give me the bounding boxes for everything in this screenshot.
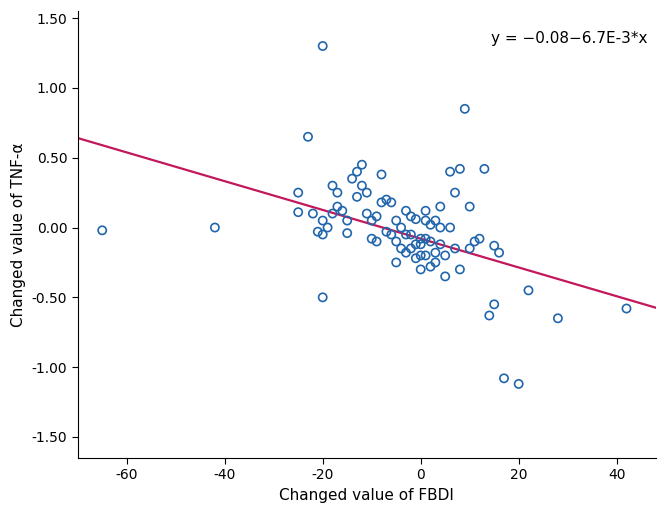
Point xyxy=(386,198,397,207)
Point xyxy=(460,105,470,113)
Point xyxy=(396,244,406,252)
Point xyxy=(470,237,480,246)
X-axis label: Changed value of FBDI: Changed value of FBDI xyxy=(279,488,454,503)
Point xyxy=(317,293,328,301)
Point xyxy=(435,224,446,232)
Point xyxy=(435,240,446,248)
Point xyxy=(410,240,421,248)
Point xyxy=(420,251,431,260)
Point xyxy=(435,203,446,211)
Point xyxy=(499,374,510,382)
Point xyxy=(430,249,441,257)
Point xyxy=(327,181,338,190)
Point xyxy=(303,133,313,141)
Point xyxy=(342,229,353,237)
Point xyxy=(416,234,426,243)
Point xyxy=(416,251,426,260)
Point xyxy=(332,189,343,197)
Point xyxy=(342,216,353,225)
Point xyxy=(454,265,465,273)
Point xyxy=(454,165,465,173)
Point xyxy=(410,254,421,262)
Point xyxy=(372,212,382,221)
Point xyxy=(401,249,412,257)
Point xyxy=(317,216,328,225)
Point xyxy=(514,380,524,388)
Text: y = −0.08−6.7E-3*x: y = −0.08−6.7E-3*x xyxy=(491,31,647,46)
Point xyxy=(381,195,392,204)
Point xyxy=(97,226,107,234)
Point xyxy=(376,198,387,207)
Point xyxy=(366,234,377,243)
Point xyxy=(372,237,382,246)
Point xyxy=(312,228,323,236)
Point xyxy=(416,265,426,273)
Point xyxy=(362,210,372,218)
Point xyxy=(401,230,412,238)
Point xyxy=(352,168,362,176)
Y-axis label: Changed value of TNF-α: Changed value of TNF-α xyxy=(11,142,26,327)
Point xyxy=(440,272,450,281)
Point xyxy=(420,207,431,215)
Point xyxy=(479,165,490,173)
Point xyxy=(621,304,632,313)
Point xyxy=(376,170,387,178)
Point xyxy=(406,244,416,252)
Point xyxy=(391,259,402,267)
Point xyxy=(425,221,436,229)
Point xyxy=(420,216,431,225)
Point xyxy=(430,216,441,225)
Point xyxy=(523,286,534,295)
Point xyxy=(410,215,421,223)
Point xyxy=(420,234,431,243)
Point xyxy=(322,224,333,232)
Point xyxy=(416,240,426,248)
Point xyxy=(357,181,368,190)
Point xyxy=(425,237,436,246)
Point xyxy=(445,168,456,176)
Point xyxy=(381,228,392,236)
Point xyxy=(406,212,416,221)
Point xyxy=(347,175,358,183)
Point xyxy=(317,230,328,238)
Point xyxy=(406,230,416,238)
Point xyxy=(307,210,318,218)
Point xyxy=(464,244,475,252)
Point xyxy=(357,160,368,169)
Point xyxy=(464,203,475,211)
Point xyxy=(396,224,406,232)
Point xyxy=(362,189,372,197)
Point xyxy=(425,263,436,271)
Point xyxy=(445,224,456,232)
Point xyxy=(391,216,402,225)
Point xyxy=(209,224,220,232)
Point xyxy=(317,42,328,50)
Point xyxy=(386,230,397,238)
Point xyxy=(293,189,303,197)
Point xyxy=(401,207,412,215)
Point xyxy=(484,311,495,320)
Point xyxy=(489,300,500,308)
Point xyxy=(450,244,460,252)
Point xyxy=(391,237,402,246)
Point xyxy=(337,207,348,215)
Point xyxy=(293,208,303,216)
Point xyxy=(352,193,362,201)
Point xyxy=(327,210,338,218)
Point xyxy=(489,242,500,250)
Point xyxy=(366,216,377,225)
Point xyxy=(494,249,504,257)
Point xyxy=(332,203,343,211)
Point xyxy=(450,189,460,197)
Point xyxy=(552,314,563,322)
Point xyxy=(474,234,485,243)
Point xyxy=(430,259,441,267)
Point xyxy=(440,251,450,260)
